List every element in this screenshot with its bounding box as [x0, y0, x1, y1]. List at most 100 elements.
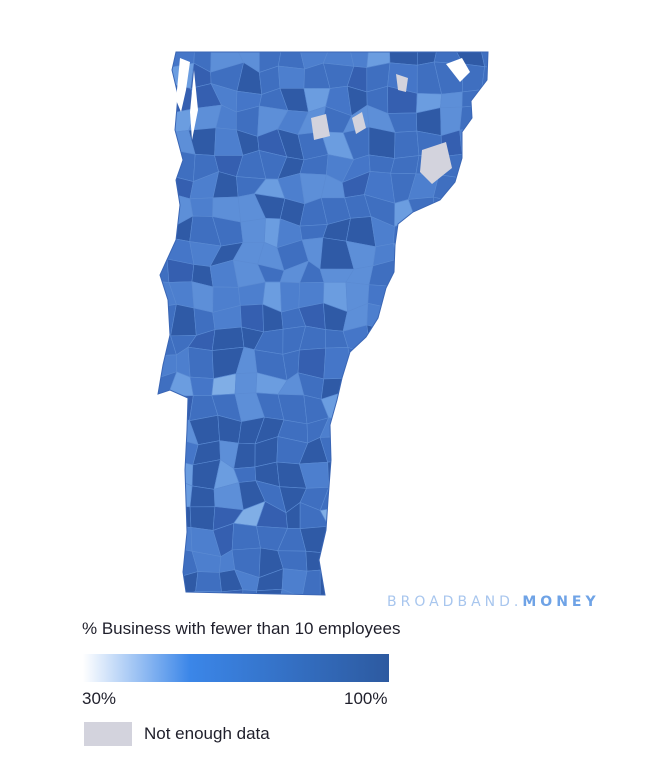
- town-region: [414, 546, 440, 578]
- town-region: [371, 531, 394, 556]
- town-region: [475, 439, 488, 466]
- no-data-swatch: [84, 722, 132, 746]
- town-region: [195, 571, 222, 593]
- town-region: [433, 348, 462, 380]
- town-region: [158, 567, 178, 595]
- town-region: [501, 484, 524, 507]
- town-region: [158, 547, 178, 578]
- town-region: [393, 327, 412, 359]
- town-region: [366, 324, 399, 359]
- town-region: [410, 302, 442, 329]
- town-region: [277, 65, 305, 89]
- town-region: [411, 504, 441, 532]
- town-region: [477, 398, 488, 422]
- town-region: [499, 221, 524, 245]
- town-region: [327, 458, 354, 490]
- town-region: [189, 197, 214, 217]
- town-region: [392, 545, 420, 578]
- town-region: [166, 395, 194, 422]
- town-region: [457, 479, 484, 511]
- town-region: [457, 503, 479, 535]
- town-region: [461, 89, 483, 108]
- town-region: [474, 288, 488, 315]
- town-region: [498, 244, 524, 267]
- town-region: [341, 488, 371, 513]
- town-region: [385, 391, 416, 426]
- town-region: [499, 524, 524, 550]
- town-region: [415, 523, 441, 554]
- town-region: [189, 485, 216, 508]
- town-region: [386, 523, 417, 547]
- town-region: [497, 325, 524, 356]
- town-region: [496, 111, 524, 128]
- town-region: [301, 569, 321, 595]
- town-region: [474, 488, 488, 511]
- legend-title: % Business with fewer than 10 employees: [82, 619, 401, 638]
- town-region: [474, 105, 488, 129]
- town-region: [475, 413, 488, 443]
- town-region: [474, 503, 488, 530]
- town-region: [240, 217, 266, 243]
- town-region: [169, 148, 196, 182]
- town-region: [187, 346, 214, 379]
- town-region: [342, 572, 375, 595]
- town-region: [460, 311, 480, 336]
- town-region: [343, 597, 373, 600]
- town-region: [451, 348, 484, 380]
- no-data-label: Not enough data: [144, 724, 270, 743]
- town-region: [392, 375, 419, 396]
- town-region: [158, 459, 178, 482]
- town-region: [473, 549, 488, 576]
- town-region: [477, 326, 488, 355]
- town-region: [195, 590, 222, 595]
- town-region: [158, 149, 176, 181]
- town-region: [498, 397, 524, 415]
- town-region: [368, 154, 395, 174]
- town-region: [440, 91, 463, 109]
- town-region: [418, 569, 441, 595]
- town-region: [504, 204, 524, 222]
- town-region: [365, 391, 394, 426]
- town-region: [277, 52, 305, 70]
- town-region: [240, 589, 257, 595]
- town-region: [169, 525, 193, 552]
- town-region: [394, 130, 420, 159]
- town-region: [408, 242, 433, 267]
- town-region: [499, 414, 524, 442]
- state-outline: [157, 51, 489, 596]
- town-region: [433, 415, 454, 439]
- town-region: [454, 177, 481, 203]
- town-region: [158, 84, 175, 114]
- town-region: [191, 281, 214, 313]
- town-region: [498, 267, 524, 288]
- town-region: [433, 436, 462, 461]
- town-region: [498, 175, 524, 204]
- town-region: [455, 239, 486, 267]
- town-region: [413, 375, 438, 402]
- town-region: [479, 52, 488, 69]
- legend-gradient-bar: [83, 654, 389, 682]
- town-region: [349, 436, 369, 464]
- town-region: [158, 193, 178, 226]
- town-region: [503, 354, 524, 378]
- town-region: [391, 302, 415, 333]
- town-region: [391, 286, 415, 309]
- legend-max-label: 100%: [344, 689, 388, 708]
- brand-part-2: MONEY: [522, 594, 600, 610]
- town-region: [496, 87, 524, 115]
- brand-watermark: BROADBAND.MONEY: [387, 594, 600, 610]
- town-region: [322, 52, 355, 67]
- town-region: [300, 597, 329, 600]
- town-region: [503, 128, 524, 157]
- town-region: [461, 153, 480, 182]
- town-region: [432, 530, 462, 555]
- town-region: [341, 506, 377, 535]
- town-region: [437, 504, 462, 535]
- town-region: [496, 66, 524, 87]
- town-region: [343, 458, 371, 490]
- town-region: [453, 553, 481, 580]
- town-region: [212, 589, 244, 595]
- town-region: [439, 307, 461, 333]
- town-region: [499, 504, 524, 534]
- town-region: [459, 105, 479, 131]
